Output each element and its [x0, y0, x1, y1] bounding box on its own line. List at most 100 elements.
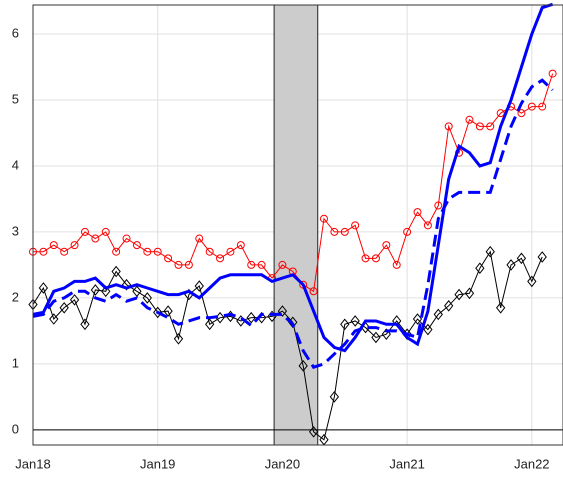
marker — [90, 284, 100, 296]
marker — [164, 254, 173, 263]
marker — [371, 331, 381, 344]
marker — [413, 208, 422, 217]
marker — [216, 254, 225, 263]
marker — [475, 262, 485, 275]
y-tick-label: 2 — [12, 289, 19, 304]
marker — [173, 332, 184, 345]
marker — [111, 265, 121, 278]
marker — [433, 308, 443, 321]
marker — [454, 288, 464, 301]
marker — [132, 241, 141, 250]
marker — [382, 241, 391, 250]
marker — [49, 313, 59, 325]
marker — [340, 318, 350, 331]
marker — [163, 305, 173, 317]
marker — [153, 247, 162, 256]
marker — [517, 109, 526, 118]
marker — [340, 227, 349, 236]
marker — [195, 234, 204, 243]
marker — [277, 305, 288, 317]
marker — [184, 260, 193, 269]
marker — [538, 102, 547, 111]
marker — [80, 227, 89, 236]
marker — [330, 227, 339, 236]
marker — [423, 323, 433, 336]
marker — [465, 115, 474, 124]
marker — [39, 247, 48, 256]
y-tick-label: 4 — [12, 157, 19, 172]
marker — [246, 311, 256, 324]
marker — [247, 260, 256, 269]
marker — [319, 214, 328, 223]
marker — [434, 201, 443, 210]
marker — [298, 360, 308, 372]
marker — [205, 247, 214, 256]
marker — [548, 69, 557, 78]
shaded-region — [273, 4, 319, 446]
marker — [308, 426, 319, 438]
marker — [112, 247, 121, 256]
y-tick-label: 3 — [12, 223, 19, 238]
marker — [194, 280, 204, 292]
marker — [132, 285, 142, 298]
y-tick-label: 6 — [12, 25, 19, 40]
series-line — [33, 73, 554, 293]
marker — [371, 254, 380, 263]
x-tick-label: Jan20 — [265, 456, 300, 471]
x-tick-label: Jan19 — [140, 456, 175, 471]
series-line — [32, 2, 554, 353]
marker — [527, 275, 537, 288]
marker — [361, 254, 370, 263]
y-tick-label: 5 — [12, 91, 19, 106]
marker — [351, 221, 360, 230]
marker — [80, 318, 90, 331]
marker — [101, 285, 111, 298]
x-tick-label: Jan18 — [15, 456, 50, 471]
marker — [91, 234, 100, 243]
marker — [153, 306, 163, 319]
marker — [423, 221, 432, 230]
marker — [485, 245, 495, 258]
marker — [174, 260, 183, 269]
x-tick-label: Jan22 — [514, 456, 549, 471]
series-line — [32, 78, 554, 369]
marker — [486, 122, 495, 131]
marker — [236, 241, 245, 250]
marker — [257, 260, 266, 269]
marker — [59, 301, 69, 314]
marker — [506, 259, 516, 271]
marker — [350, 315, 360, 327]
marker — [60, 247, 69, 256]
marker — [205, 318, 215, 331]
marker — [516, 252, 527, 265]
marker — [309, 287, 318, 296]
marker — [496, 109, 505, 118]
marker — [392, 260, 401, 269]
y-tick-label: 0 — [12, 421, 19, 436]
marker — [475, 122, 484, 131]
marker — [403, 227, 412, 236]
marker — [70, 241, 79, 250]
y-tick-label: 1 — [12, 355, 19, 370]
marker — [464, 287, 475, 300]
marker — [278, 260, 287, 269]
marker — [121, 278, 132, 291]
marker — [142, 292, 152, 304]
x-tick-label: Jan21 — [389, 456, 424, 471]
marker — [143, 247, 152, 256]
marker — [101, 227, 110, 236]
marker — [527, 102, 536, 111]
marker — [226, 247, 235, 256]
marker — [444, 300, 454, 312]
marker — [412, 313, 423, 325]
marker — [329, 391, 340, 403]
marker — [38, 282, 49, 294]
marker — [537, 251, 547, 263]
marker — [122, 234, 131, 243]
marker — [69, 294, 80, 306]
marker — [444, 122, 453, 131]
axes-box — [32, 4, 563, 446]
marker — [381, 328, 391, 340]
marker — [49, 241, 58, 250]
